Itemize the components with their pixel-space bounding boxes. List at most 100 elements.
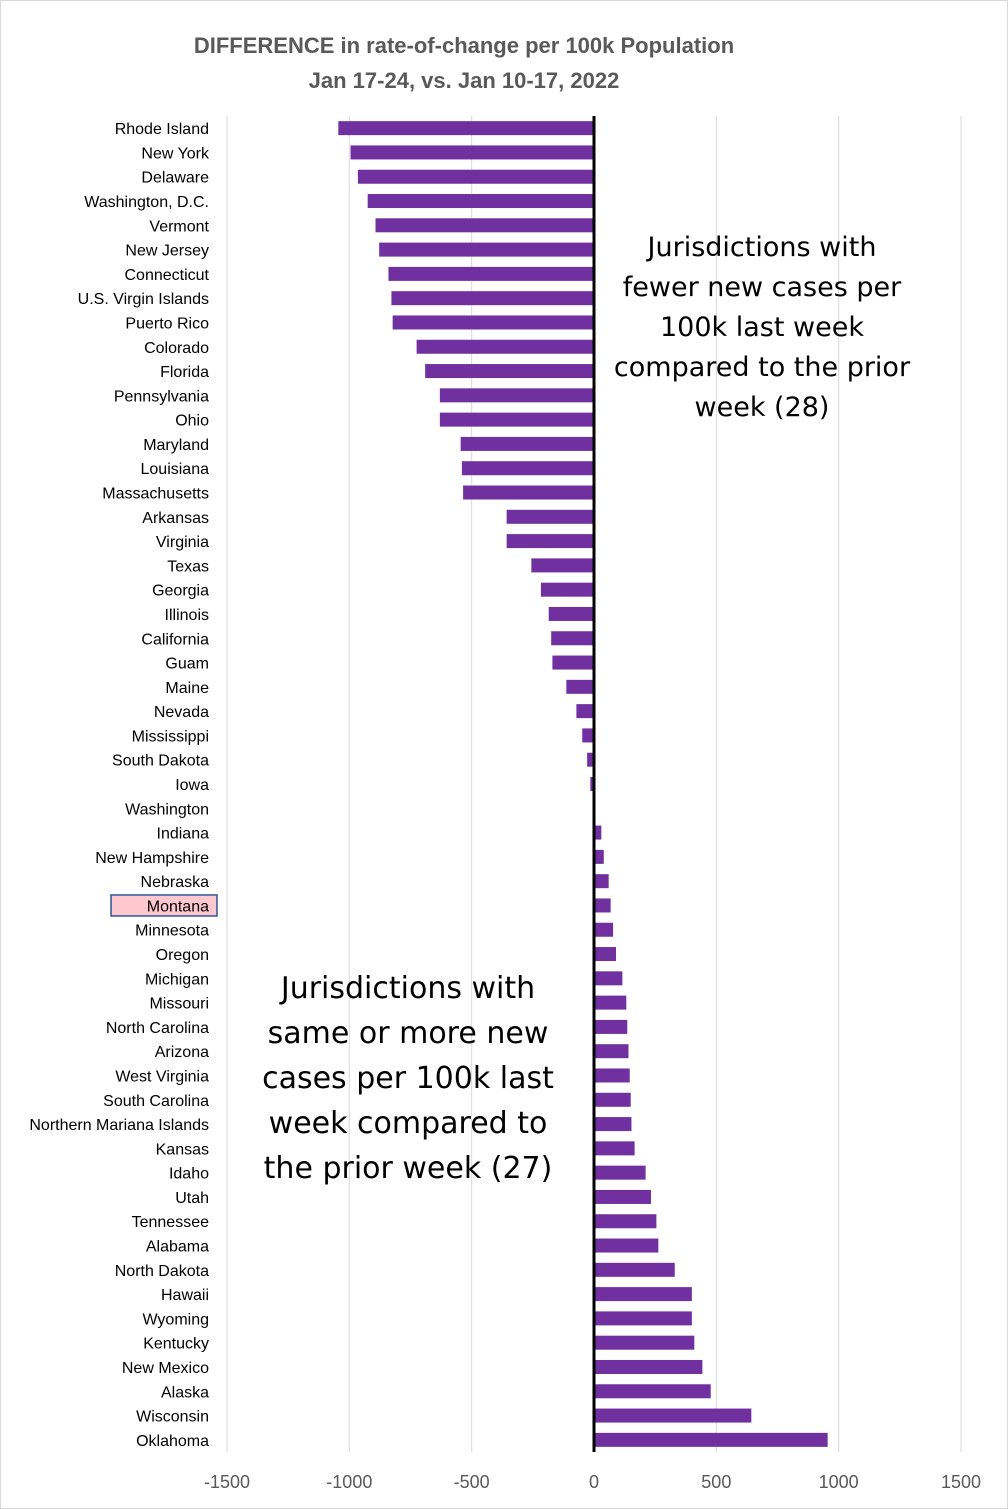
bar	[594, 1408, 752, 1423]
x-tick-label: -500	[454, 1472, 490, 1492]
chart-subtitle: Jan 17-24, vs. Jan 10-17, 2022	[308, 68, 620, 93]
bar	[594, 898, 611, 913]
bar	[350, 145, 594, 160]
category-label: Arizona	[155, 1044, 209, 1061]
category-label: Washington, D.C.	[84, 194, 209, 211]
annotation-line: 100k last week	[660, 312, 864, 343]
bar	[582, 728, 594, 743]
bar	[391, 291, 594, 306]
category-label: Delaware	[141, 170, 209, 187]
bar	[594, 825, 602, 840]
bar	[594, 1019, 628, 1034]
x-tick-label: 1500	[941, 1472, 981, 1492]
bar	[594, 971, 623, 986]
bar	[594, 1214, 657, 1229]
category-label: U.S. Virgin Islands	[78, 291, 209, 308]
bar	[594, 1432, 828, 1447]
annotation-line: week (28)	[694, 392, 830, 423]
category-label: Florida	[160, 364, 209, 381]
bar	[548, 606, 594, 621]
bar	[594, 1141, 635, 1156]
category-label: New Jersey	[125, 243, 209, 260]
bar	[594, 1189, 652, 1204]
bar	[357, 169, 594, 184]
highlight-box	[110, 894, 218, 917]
category-label: Maine	[165, 680, 209, 697]
x-tick-labels: -1500 -1000 -500 0 500 1000 1500	[204, 1472, 981, 1492]
annotation-line: the prior week (27)	[263, 1151, 553, 1186]
category-label: Minnesota	[135, 923, 209, 940]
category-label: South Dakota	[112, 753, 209, 770]
category-label: New Mexico	[122, 1360, 209, 1377]
category-label: Michigan	[145, 971, 209, 988]
bar	[416, 339, 594, 354]
category-label: Kentucky	[143, 1336, 209, 1353]
annotation-line: Jurisdictions with	[280, 971, 536, 1006]
bar	[388, 266, 594, 281]
category-label: North Carolina	[106, 1020, 209, 1037]
category-label: Kansas	[156, 1141, 209, 1158]
category-label: Oregon	[156, 947, 209, 964]
category-label: Puerto Rico	[125, 315, 209, 332]
bars	[338, 121, 828, 1447]
bar	[594, 1117, 632, 1132]
bar	[594, 1311, 692, 1326]
category-label: Maryland	[143, 437, 209, 454]
category-label: Rhode Island	[115, 121, 209, 138]
category-label: Illinois	[165, 607, 209, 624]
bar	[594, 1384, 711, 1399]
bar	[594, 1068, 630, 1083]
bar	[375, 218, 594, 233]
x-tick-label: 500	[701, 1472, 731, 1492]
category-label: Oklahoma	[136, 1433, 209, 1450]
category-label: Ohio	[175, 413, 209, 430]
category-label: Pennsylvania	[114, 388, 209, 405]
bar	[552, 655, 594, 670]
bar	[540, 582, 594, 597]
category-label: Guam	[165, 656, 209, 673]
x-tick-label: -1000	[326, 1472, 372, 1492]
x-tick-label: 0	[589, 1472, 599, 1492]
bar	[587, 752, 594, 767]
annotation-fewer-cases: Jurisdictions with fewer new cases per 1…	[602, 228, 922, 428]
bar	[576, 704, 594, 719]
category-label: Alaska	[161, 1384, 209, 1401]
category-label: Northern Mariana Islands	[29, 1117, 209, 1134]
category-labels: Rhode Island New York Delaware Washington, …	[29, 121, 218, 1450]
bar	[392, 315, 594, 330]
bar	[461, 461, 594, 476]
category-label: Tennessee	[132, 1214, 209, 1231]
bar	[594, 1165, 646, 1180]
annotation-line: Jurisdictions with	[647, 232, 877, 263]
category-label: Montana	[147, 898, 209, 915]
annotation-line: fewer new cases per	[622, 272, 902, 303]
category-label: Idaho	[169, 1166, 209, 1183]
category-label: New Hampshire	[95, 850, 209, 867]
category-label: Nebraska	[141, 874, 210, 891]
bar	[594, 947, 617, 962]
bar	[594, 1092, 631, 1107]
category-label: West Virginia	[115, 1068, 209, 1085]
category-label: Vermont	[149, 218, 209, 235]
category-label: Colorado	[144, 340, 209, 357]
category-label: Georgia	[152, 583, 209, 600]
bar	[463, 485, 594, 500]
bar	[531, 558, 594, 573]
category-label: Arkansas	[142, 510, 209, 527]
bar	[460, 436, 594, 451]
bar	[594, 995, 627, 1010]
category-label: California	[141, 631, 209, 648]
category-label: Mississippi	[132, 728, 209, 745]
bar	[594, 1359, 703, 1374]
category-label: Iowa	[175, 777, 209, 794]
category-label: Wisconsin	[136, 1409, 209, 1426]
bar	[594, 1335, 695, 1350]
bar	[439, 412, 594, 427]
bar	[594, 849, 604, 864]
bar	[379, 242, 594, 257]
bar	[594, 1262, 675, 1277]
category-label: Connecticut	[125, 267, 210, 284]
bar	[594, 922, 614, 937]
category-label: Virginia	[156, 534, 209, 551]
